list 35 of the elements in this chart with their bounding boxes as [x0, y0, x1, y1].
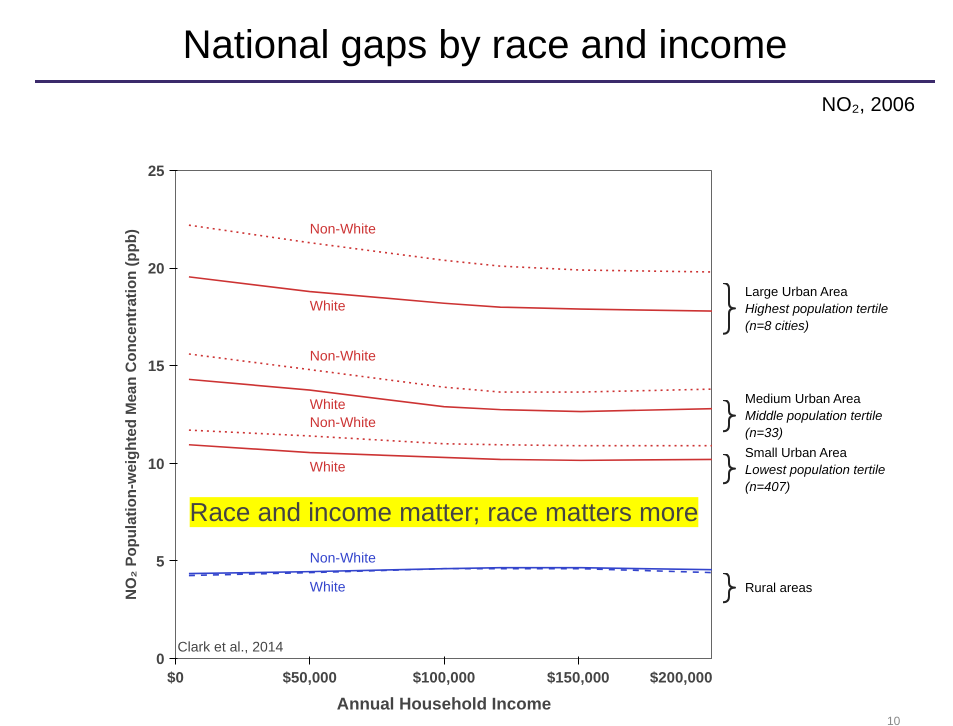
line-series — [188, 429, 712, 447]
series-label: Non-White — [310, 414, 376, 430]
y-tick-label: 10 — [148, 456, 165, 473]
y-tick-label: 20 — [148, 260, 165, 278]
text: 10 — [887, 713, 900, 726]
x-tick-label: $0 — [167, 670, 184, 686]
y-tick-label: 5 — [156, 553, 164, 570]
text: Large Urban Area Highest population tertile (n=8 cities) — [745, 282, 888, 334]
x-tick-label: $200,000 — [650, 670, 713, 686]
chart-title: National gaps by race and income — [35, 5, 935, 84]
series-label: White — [310, 396, 346, 412]
y-tick-label: 25 — [148, 163, 165, 180]
text: Medium Urban Area Middle population tertile (n=33) — [745, 390, 882, 441]
y-tick-label: 0 — [156, 651, 164, 668]
line-series — [188, 276, 712, 312]
annotation: Race and income matter; race matters more — [190, 497, 698, 528]
line-series — [188, 444, 712, 462]
x-tick-label: $50,000 — [282, 670, 337, 686]
line-series — [188, 378, 712, 412]
series-label: White — [310, 578, 346, 595]
annotation: Clark et al., 2014 — [178, 638, 284, 654]
x-axis-title: Annual Household Income — [336, 694, 552, 714]
x-tick-label: $150,000 — [546, 670, 610, 686]
series-label: White — [310, 298, 346, 314]
series-label: White — [310, 458, 346, 475]
series-label: Non-White — [310, 550, 376, 566]
text: Small Urban Area Lowest population tertile (n=407) — [745, 444, 886, 495]
text: Rural areas — [745, 579, 812, 596]
x-tick-label: $100,000 — [412, 670, 476, 686]
series-label: Non-White — [310, 348, 376, 364]
y-tick-label: 15 — [148, 358, 165, 376]
text: NO₂, 2006 — [820, 93, 915, 118]
line-series — [188, 224, 712, 273]
series-label: Non-White — [310, 220, 376, 237]
y-axis-title: NO₂ Population-weighted Mean Concentration (ppb) — [122, 229, 140, 600]
